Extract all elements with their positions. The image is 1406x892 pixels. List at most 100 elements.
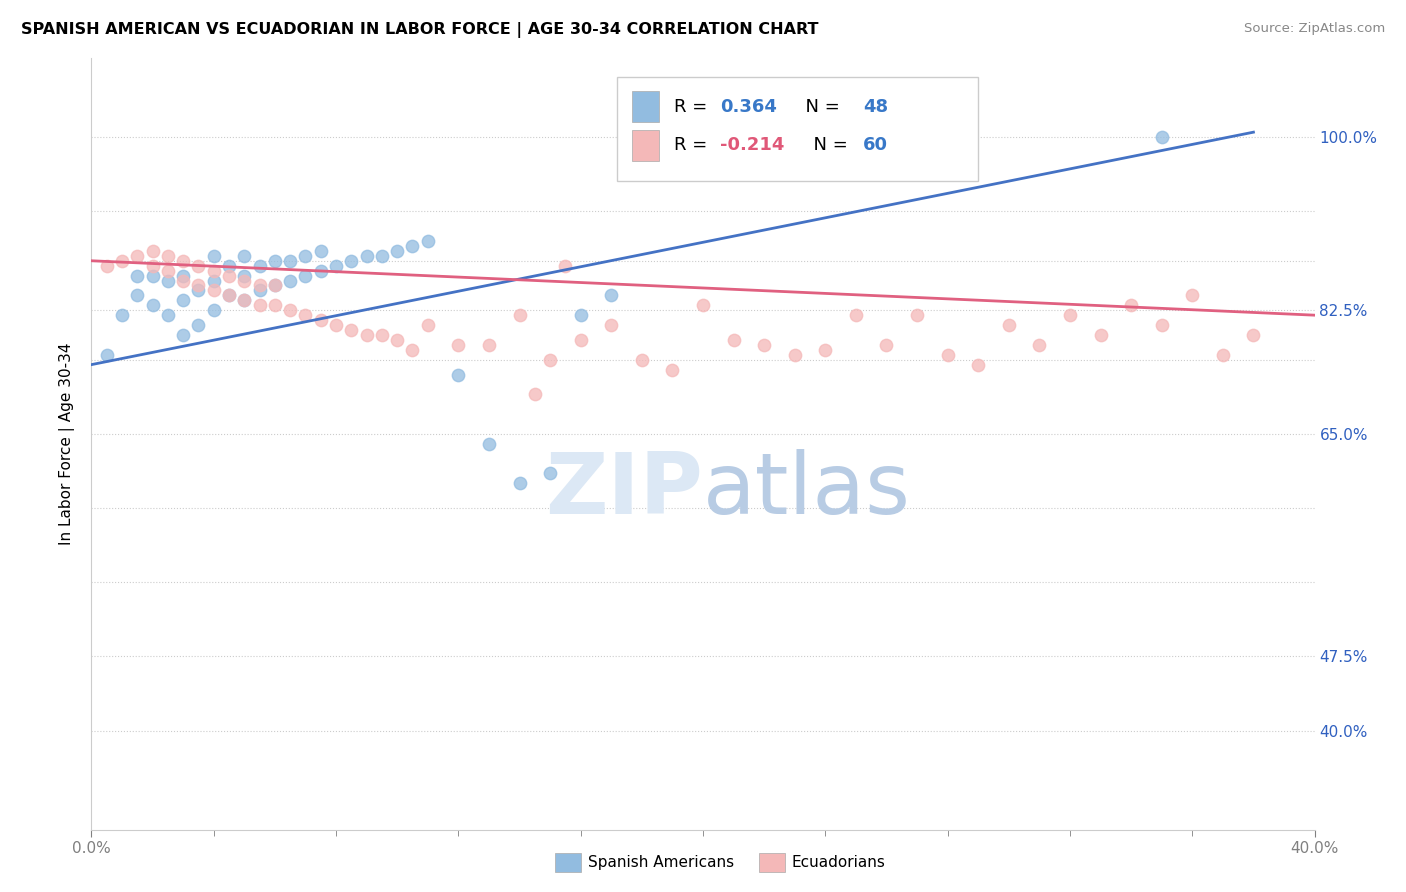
Point [111, 253, 134, 268]
Point [264, 298, 287, 312]
Point [249, 298, 271, 312]
Text: R =: R = [673, 136, 713, 154]
Point [187, 278, 209, 293]
Point [294, 268, 316, 283]
Text: 48: 48 [863, 97, 889, 116]
Point [1150, 130, 1173, 145]
Point [325, 318, 347, 332]
Text: 0.364: 0.364 [720, 97, 778, 116]
Point [278, 253, 301, 268]
Point [905, 130, 928, 145]
Point [661, 362, 683, 376]
Point [202, 263, 225, 277]
Point [538, 467, 561, 481]
Point [309, 244, 332, 258]
Y-axis label: In Labor Force | Age 30-34: In Labor Force | Age 30-34 [59, 343, 76, 545]
Point [264, 278, 287, 293]
Point [509, 308, 531, 322]
Point [1090, 328, 1112, 343]
Point [936, 348, 959, 362]
Point [845, 308, 868, 322]
Point [875, 338, 898, 352]
Text: atlas: atlas [703, 449, 911, 532]
Point [127, 268, 149, 283]
Point [1181, 288, 1204, 302]
Point [187, 259, 209, 273]
Text: Spanish Americans: Spanish Americans [588, 855, 734, 870]
Point [447, 338, 470, 352]
Point [538, 352, 561, 367]
Point [278, 303, 301, 318]
Point [249, 278, 271, 293]
FancyBboxPatch shape [617, 78, 979, 181]
Point [569, 333, 592, 347]
Point [111, 308, 134, 322]
Point [172, 274, 194, 288]
Point [156, 263, 179, 277]
Point [172, 293, 194, 308]
Point [202, 249, 225, 263]
Point [233, 249, 256, 263]
Text: ZIP: ZIP [546, 449, 703, 532]
Point [96, 259, 118, 273]
Point [141, 259, 163, 273]
Text: -0.214: -0.214 [720, 136, 785, 154]
Point [371, 249, 394, 263]
Point [233, 274, 256, 288]
Point [1121, 298, 1143, 312]
Point [356, 249, 378, 263]
Point [371, 328, 394, 343]
Point [509, 476, 531, 491]
Point [385, 244, 409, 258]
Point [233, 293, 256, 308]
Point [141, 298, 163, 312]
Point [478, 338, 501, 352]
Text: R =: R = [673, 97, 713, 116]
Point [249, 284, 271, 298]
Point [600, 288, 623, 302]
Point [127, 288, 149, 302]
Point [233, 268, 256, 283]
Point [401, 239, 423, 253]
Point [218, 259, 240, 273]
Point [523, 387, 546, 401]
Point [218, 268, 240, 283]
Point [998, 318, 1021, 332]
Point [156, 249, 179, 263]
Point [783, 348, 806, 362]
Text: SPANISH AMERICAN VS ECUADORIAN IN LABOR FORCE | AGE 30-34 CORRELATION CHART: SPANISH AMERICAN VS ECUADORIAN IN LABOR … [21, 22, 818, 38]
Point [141, 244, 163, 258]
Text: Ecuadorians: Ecuadorians [792, 855, 886, 870]
Point [218, 288, 240, 302]
Point [202, 274, 225, 288]
Point [264, 253, 287, 268]
Point [416, 234, 439, 248]
Point [600, 318, 623, 332]
Point [264, 278, 287, 293]
Point [1059, 308, 1081, 322]
Point [692, 298, 714, 312]
Point [447, 368, 470, 382]
Point [814, 343, 837, 357]
Point [325, 259, 347, 273]
Point [401, 343, 423, 357]
Point [278, 274, 301, 288]
Point [294, 308, 316, 322]
Point [141, 268, 163, 283]
FancyBboxPatch shape [633, 129, 659, 161]
Point [340, 323, 363, 337]
Point [187, 318, 209, 332]
Point [172, 253, 194, 268]
Point [187, 284, 209, 298]
Point [309, 313, 332, 327]
Point [723, 333, 745, 347]
Point [294, 249, 316, 263]
Point [754, 338, 776, 352]
FancyBboxPatch shape [633, 91, 659, 122]
Text: 60: 60 [863, 136, 889, 154]
Point [309, 263, 332, 277]
Point [202, 284, 225, 298]
Point [127, 249, 149, 263]
Text: N =: N = [801, 136, 853, 154]
Point [385, 333, 409, 347]
